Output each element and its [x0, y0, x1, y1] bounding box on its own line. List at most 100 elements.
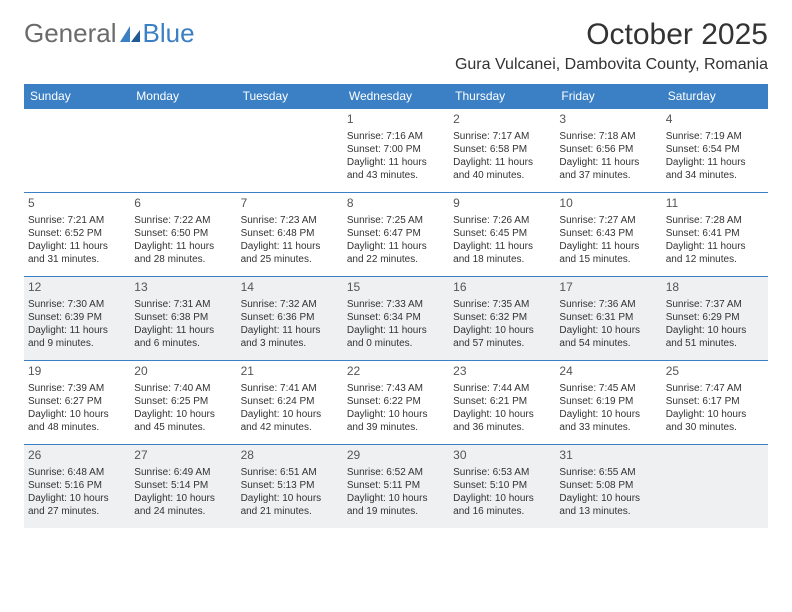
- day-number: 11: [666, 196, 764, 212]
- day-header: Tuesday: [237, 84, 343, 108]
- sunset-text: Sunset: 6:27 PM: [28, 395, 126, 408]
- day-header: Monday: [130, 84, 236, 108]
- sunset-text: Sunset: 6:38 PM: [134, 311, 232, 324]
- daylight-text: Daylight: 11 hours and 3 minutes.: [241, 324, 339, 350]
- sunset-text: Sunset: 6:36 PM: [241, 311, 339, 324]
- calendar-cell: 13Sunrise: 7:31 AMSunset: 6:38 PMDayligh…: [130, 276, 236, 360]
- daylight-text: Daylight: 10 hours and 45 minutes.: [134, 408, 232, 434]
- calendar-cell: 8Sunrise: 7:25 AMSunset: 6:47 PMDaylight…: [343, 192, 449, 276]
- daylight-text: Daylight: 10 hours and 24 minutes.: [134, 492, 232, 518]
- sunrise-text: Sunrise: 7:43 AM: [347, 382, 445, 395]
- sunset-text: Sunset: 6:17 PM: [666, 395, 764, 408]
- daylight-text: Daylight: 10 hours and 57 minutes.: [453, 324, 551, 350]
- day-number: 16: [453, 280, 551, 296]
- sunrise-text: Sunrise: 7:30 AM: [28, 298, 126, 311]
- day-headers-row: Sunday Monday Tuesday Wednesday Thursday…: [24, 84, 768, 108]
- day-number: 5: [28, 196, 126, 212]
- sunrise-text: Sunrise: 7:33 AM: [347, 298, 445, 311]
- calendar-cell: 28Sunrise: 6:51 AMSunset: 5:13 PMDayligh…: [237, 444, 343, 528]
- sunrise-text: Sunrise: 6:49 AM: [134, 466, 232, 479]
- day-number: 26: [28, 448, 126, 464]
- day-header: Saturday: [662, 84, 768, 108]
- day-number: 12: [28, 280, 126, 296]
- daylight-text: Daylight: 11 hours and 12 minutes.: [666, 240, 764, 266]
- daylight-text: Daylight: 10 hours and 19 minutes.: [347, 492, 445, 518]
- day-number: 18: [666, 280, 764, 296]
- sunrise-text: Sunrise: 6:52 AM: [347, 466, 445, 479]
- sunset-text: Sunset: 6:45 PM: [453, 227, 551, 240]
- calendar-cell: 1Sunrise: 7:16 AMSunset: 7:00 PMDaylight…: [343, 108, 449, 192]
- day-header: Sunday: [24, 84, 130, 108]
- day-number: 9: [453, 196, 551, 212]
- daylight-text: Daylight: 11 hours and 37 minutes.: [559, 156, 657, 182]
- calendar-cell: 16Sunrise: 7:35 AMSunset: 6:32 PMDayligh…: [449, 276, 555, 360]
- daylight-text: Daylight: 11 hours and 34 minutes.: [666, 156, 764, 182]
- daylight-text: Daylight: 10 hours and 39 minutes.: [347, 408, 445, 434]
- calendar-cell: 21Sunrise: 7:41 AMSunset: 6:24 PMDayligh…: [237, 360, 343, 444]
- sunset-text: Sunset: 6:48 PM: [241, 227, 339, 240]
- sunrise-text: Sunrise: 7:25 AM: [347, 214, 445, 227]
- logo: General Blue: [24, 18, 195, 49]
- calendar-cell: 24Sunrise: 7:45 AMSunset: 6:19 PMDayligh…: [555, 360, 661, 444]
- day-number: 24: [559, 364, 657, 380]
- sunset-text: Sunset: 6:22 PM: [347, 395, 445, 408]
- sunset-text: Sunset: 6:47 PM: [347, 227, 445, 240]
- calendar-grid: 1Sunrise: 7:16 AMSunset: 7:00 PMDaylight…: [24, 108, 768, 528]
- sunrise-text: Sunrise: 7:18 AM: [559, 130, 657, 143]
- sunset-text: Sunset: 6:32 PM: [453, 311, 551, 324]
- sunrise-text: Sunrise: 6:53 AM: [453, 466, 551, 479]
- sunset-text: Sunset: 5:10 PM: [453, 479, 551, 492]
- calendar-cell: 12Sunrise: 7:30 AMSunset: 6:39 PMDayligh…: [24, 276, 130, 360]
- day-header: Friday: [555, 84, 661, 108]
- calendar-cell: 26Sunrise: 6:48 AMSunset: 5:16 PMDayligh…: [24, 444, 130, 528]
- calendar-cell: 14Sunrise: 7:32 AMSunset: 6:36 PMDayligh…: [237, 276, 343, 360]
- daylight-text: Daylight: 10 hours and 30 minutes.: [666, 408, 764, 434]
- daylight-text: Daylight: 11 hours and 0 minutes.: [347, 324, 445, 350]
- day-number: 10: [559, 196, 657, 212]
- day-number: 17: [559, 280, 657, 296]
- calendar-cell: 27Sunrise: 6:49 AMSunset: 5:14 PMDayligh…: [130, 444, 236, 528]
- sunrise-text: Sunrise: 6:55 AM: [559, 466, 657, 479]
- daylight-text: Daylight: 11 hours and 18 minutes.: [453, 240, 551, 266]
- sunset-text: Sunset: 5:08 PM: [559, 479, 657, 492]
- daylight-text: Daylight: 11 hours and 9 minutes.: [28, 324, 126, 350]
- sunrise-text: Sunrise: 7:16 AM: [347, 130, 445, 143]
- calendar-cell: 19Sunrise: 7:39 AMSunset: 6:27 PMDayligh…: [24, 360, 130, 444]
- sunrise-text: Sunrise: 7:32 AM: [241, 298, 339, 311]
- sunrise-text: Sunrise: 7:26 AM: [453, 214, 551, 227]
- sunrise-text: Sunrise: 7:17 AM: [453, 130, 551, 143]
- calendar-cell: 2Sunrise: 7:17 AMSunset: 6:58 PMDaylight…: [449, 108, 555, 192]
- day-number: 28: [241, 448, 339, 464]
- calendar-cell: [24, 108, 130, 192]
- sunrise-text: Sunrise: 7:44 AM: [453, 382, 551, 395]
- calendar-cell: 3Sunrise: 7:18 AMSunset: 6:56 PMDaylight…: [555, 108, 661, 192]
- day-number: 22: [347, 364, 445, 380]
- sunrise-text: Sunrise: 7:36 AM: [559, 298, 657, 311]
- sunrise-text: Sunrise: 7:39 AM: [28, 382, 126, 395]
- daylight-text: Daylight: 11 hours and 28 minutes.: [134, 240, 232, 266]
- day-number: 6: [134, 196, 232, 212]
- daylight-text: Daylight: 10 hours and 33 minutes.: [559, 408, 657, 434]
- sunset-text: Sunset: 6:24 PM: [241, 395, 339, 408]
- daylight-text: Daylight: 11 hours and 15 minutes.: [559, 240, 657, 266]
- logo-text-general: General: [24, 18, 117, 49]
- calendar-cell: 6Sunrise: 7:22 AMSunset: 6:50 PMDaylight…: [130, 192, 236, 276]
- sunset-text: Sunset: 6:31 PM: [559, 311, 657, 324]
- calendar-cell: 22 Sunrise: 7:43 AMSunset: 6:22 PMDayligh…: [343, 360, 449, 444]
- daylight-text: Daylight: 10 hours and 16 minutes.: [453, 492, 551, 518]
- day-number: 15: [347, 280, 445, 296]
- calendar-cell: 15Sunrise: 7:33 AMSunset: 6:34 PMDayligh…: [343, 276, 449, 360]
- sunset-text: Sunset: 6:52 PM: [28, 227, 126, 240]
- day-number: 7: [241, 196, 339, 212]
- sunset-text: Sunset: 6:29 PM: [666, 311, 764, 324]
- daylight-text: Daylight: 10 hours and 54 minutes.: [559, 324, 657, 350]
- day-header: Thursday: [449, 84, 555, 108]
- calendar-cell: 17 Sunrise: 7:36 AMSunset: 6:31 PMDayligh…: [555, 276, 661, 360]
- calendar-cell: 20Sunrise: 7:40 AMSunset: 6:25 PMDayligh…: [130, 360, 236, 444]
- logo-text-blue: Blue: [143, 18, 195, 49]
- sunset-text: Sunset: 5:14 PM: [134, 479, 232, 492]
- sunrise-text: Sunrise: 7:27 AM: [559, 214, 657, 227]
- sunrise-text: Sunrise: 7:23 AM: [241, 214, 339, 227]
- day-number: 19: [28, 364, 126, 380]
- sunrise-text: Sunrise: 7:19 AM: [666, 130, 764, 143]
